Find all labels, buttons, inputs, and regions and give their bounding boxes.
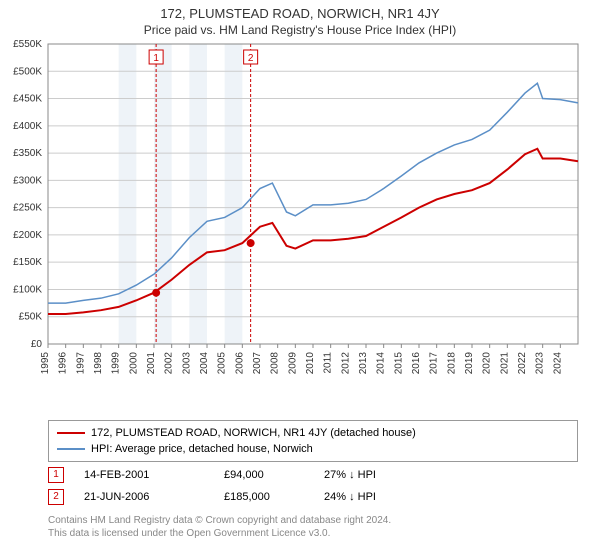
- svg-text:2000: 2000: [128, 352, 139, 375]
- chart-title: 172, PLUMSTEAD ROAD, NORWICH, NR1 4JY: [0, 6, 600, 21]
- svg-text:1999: 1999: [111, 352, 122, 375]
- sale-date: 14-FEB-2001: [84, 469, 224, 481]
- svg-text:2003: 2003: [181, 352, 192, 375]
- footnote-line: This data is licensed under the Open Gov…: [48, 527, 578, 540]
- svg-text:2005: 2005: [217, 352, 228, 375]
- svg-text:1997: 1997: [75, 352, 86, 375]
- footnote-line: Contains HM Land Registry data © Crown c…: [48, 514, 578, 527]
- svg-text:£0: £0: [31, 339, 43, 350]
- svg-text:2008: 2008: [270, 352, 281, 375]
- svg-text:2007: 2007: [252, 352, 263, 375]
- svg-text:2012: 2012: [340, 352, 351, 375]
- svg-text:£400K: £400K: [13, 121, 42, 132]
- svg-text:2024: 2024: [552, 352, 563, 375]
- legend-swatch: [57, 432, 85, 434]
- svg-text:2004: 2004: [199, 352, 210, 375]
- sale-marker: 1: [48, 467, 64, 483]
- sale-diff: 27% ↓ HPI: [324, 469, 444, 481]
- svg-text:1998: 1998: [93, 352, 104, 375]
- svg-text:2006: 2006: [234, 352, 245, 375]
- legend: 172, PLUMSTEAD ROAD, NORWICH, NR1 4JY (d…: [48, 420, 578, 462]
- sale-diff: 24% ↓ HPI: [324, 491, 444, 503]
- sale-price: £185,000: [224, 491, 324, 503]
- svg-text:2022: 2022: [517, 352, 528, 375]
- svg-text:£200K: £200K: [13, 230, 42, 241]
- svg-text:2002: 2002: [164, 352, 175, 375]
- sale-marker: 2: [48, 489, 64, 505]
- svg-text:£50K: £50K: [19, 312, 43, 323]
- legend-item: 172, PLUMSTEAD ROAD, NORWICH, NR1 4JY (d…: [57, 425, 569, 441]
- svg-text:2020: 2020: [482, 352, 493, 375]
- chart-container: 172, PLUMSTEAD ROAD, NORWICH, NR1 4JY Pr…: [0, 0, 600, 560]
- svg-text:1: 1: [153, 53, 159, 64]
- svg-text:£350K: £350K: [13, 148, 42, 159]
- sale-date: 21-JUN-2006: [84, 491, 224, 503]
- chart-subtitle: Price paid vs. HM Land Registry's House …: [0, 23, 600, 37]
- svg-text:2011: 2011: [323, 352, 334, 374]
- svg-text:£500K: £500K: [13, 66, 42, 77]
- svg-text:1996: 1996: [58, 352, 69, 375]
- svg-text:2009: 2009: [287, 352, 298, 375]
- svg-text:1995: 1995: [40, 352, 51, 375]
- svg-text:2019: 2019: [464, 352, 475, 375]
- sale-price: £94,000: [224, 469, 324, 481]
- sale-row: 2 21-JUN-2006£185,00024% ↓ HPI: [48, 486, 578, 508]
- legend-swatch: [57, 448, 85, 450]
- svg-text:2013: 2013: [358, 352, 369, 375]
- svg-text:£300K: £300K: [13, 175, 42, 186]
- title-block: 172, PLUMSTEAD ROAD, NORWICH, NR1 4JY Pr…: [0, 0, 600, 37]
- svg-text:2001: 2001: [146, 352, 157, 375]
- svg-text:2023: 2023: [535, 352, 546, 375]
- svg-text:2015: 2015: [393, 352, 404, 375]
- svg-text:2017: 2017: [429, 352, 440, 375]
- line-chart: £0£50K£100K£150K£200K£250K£300K£350K£400…: [48, 44, 578, 384]
- sale-row: 1 14-FEB-2001£94,00027% ↓ HPI: [48, 464, 578, 486]
- svg-text:£450K: £450K: [13, 94, 42, 105]
- sales-table: 1 14-FEB-2001£94,00027% ↓ HPI 2 21-JUN-2006…: [48, 464, 578, 508]
- svg-text:2018: 2018: [446, 352, 457, 375]
- legend-label: 172, PLUMSTEAD ROAD, NORWICH, NR1 4JY (d…: [91, 427, 416, 439]
- footnote: Contains HM Land Registry data © Crown c…: [48, 514, 578, 540]
- svg-text:2016: 2016: [411, 352, 422, 375]
- svg-text:£150K: £150K: [13, 257, 42, 268]
- svg-text:2021: 2021: [499, 352, 510, 375]
- svg-text:2010: 2010: [305, 352, 316, 375]
- svg-text:2014: 2014: [376, 352, 387, 375]
- legend-label: HPI: Average price, detached house, Norw…: [91, 443, 313, 455]
- svg-text:£100K: £100K: [13, 284, 42, 295]
- svg-text:£250K: £250K: [13, 203, 42, 214]
- legend-item: HPI: Average price, detached house, Norw…: [57, 441, 569, 457]
- svg-text:£550K: £550K: [13, 39, 42, 50]
- svg-text:2: 2: [248, 53, 254, 64]
